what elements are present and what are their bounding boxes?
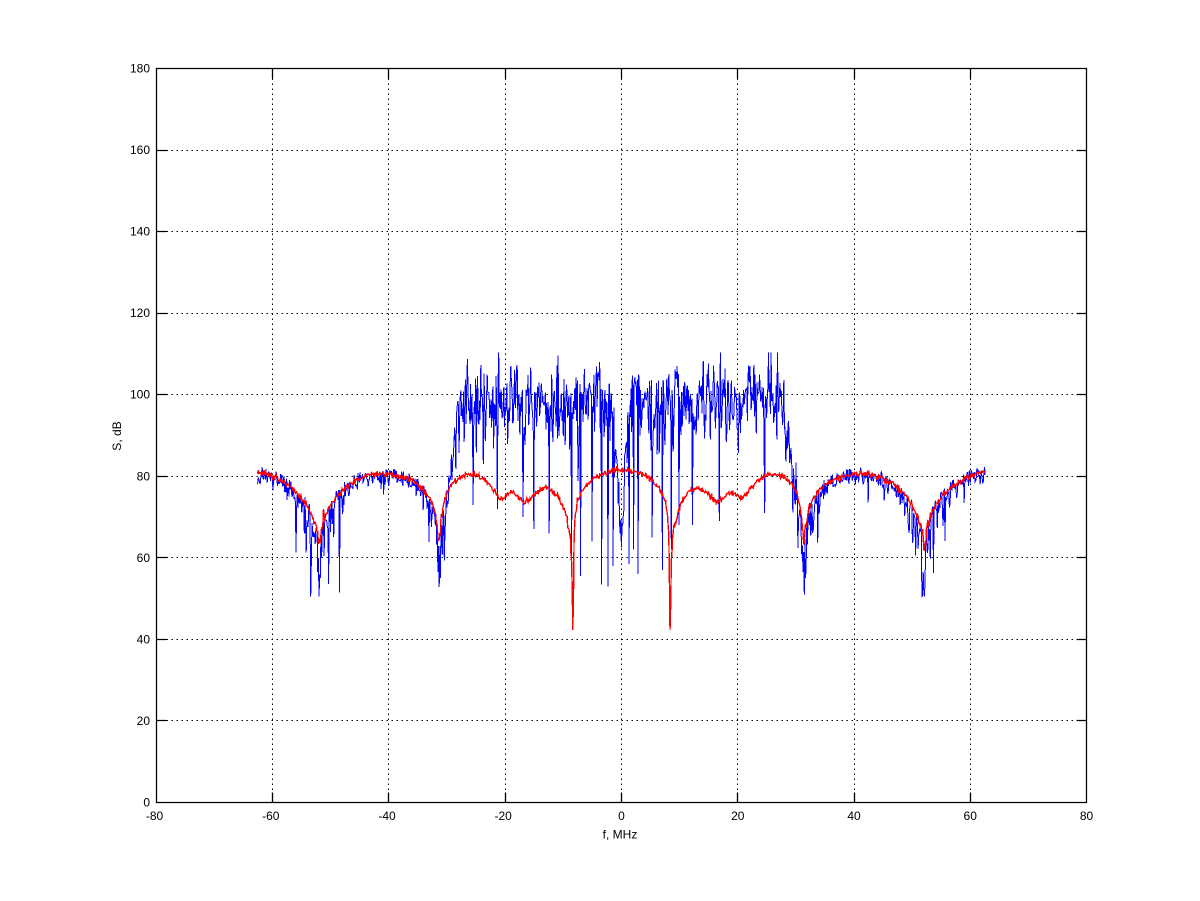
svg-text:-20: -20 — [495, 809, 513, 823]
svg-text:-80: -80 — [146, 809, 164, 823]
svg-text:0: 0 — [618, 809, 625, 823]
svg-text:140: 140 — [130, 225, 150, 239]
svg-text:180: 180 — [130, 62, 150, 76]
svg-text:0: 0 — [143, 796, 150, 810]
svg-text:80: 80 — [137, 469, 151, 483]
svg-text:120: 120 — [130, 306, 150, 320]
svg-text:160: 160 — [130, 143, 150, 157]
svg-text:-60: -60 — [262, 809, 280, 823]
svg-text:40: 40 — [847, 809, 861, 823]
svg-text:-40: -40 — [378, 809, 396, 823]
svg-text:60: 60 — [137, 551, 151, 565]
svg-text:f, MHz: f, MHz — [603, 828, 638, 842]
svg-text:40: 40 — [137, 632, 151, 646]
svg-text:100: 100 — [130, 388, 150, 402]
svg-text:20: 20 — [731, 809, 745, 823]
svg-text:S, dB: S, dB — [110, 421, 124, 450]
svg-text:60: 60 — [964, 809, 978, 823]
svg-text:80: 80 — [1080, 809, 1094, 823]
svg-text:20: 20 — [137, 714, 151, 728]
